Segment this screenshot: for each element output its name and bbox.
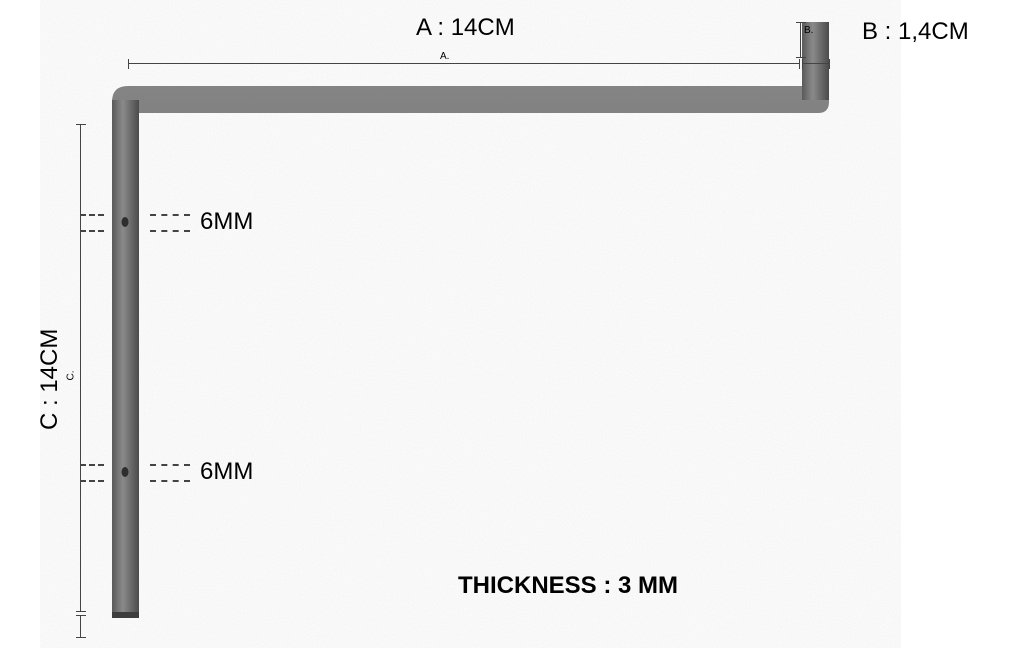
label-hole2: 6MM [200, 458, 253, 486]
label-b: B : 1,4CM [862, 18, 969, 46]
dimension-line-b-height [800, 22, 801, 58]
dimension-line-b [802, 63, 830, 64]
hole2-dash-left-bot [80, 480, 104, 482]
label-a: A : 14CM [416, 14, 515, 42]
hole2-dash-left-top [80, 464, 104, 466]
hole1-dash-right-top [150, 214, 190, 216]
bracket-body [112, 22, 829, 612]
mounting-hole-top [122, 217, 129, 227]
dimension-line-c [80, 124, 81, 612]
hole1-dash-left-top [80, 214, 104, 216]
hole1-dash-left-bot [80, 230, 104, 232]
hole2-dash-right-bot [150, 480, 190, 482]
dimension-marker-b: B. [804, 25, 813, 36]
hole1-dash-right-bot [150, 230, 190, 232]
label-c: C : 14CM [36, 329, 64, 430]
dimension-line-a [128, 63, 800, 64]
hole2-dash-right-top [150, 464, 190, 466]
mounting-hole-bottom [122, 467, 129, 477]
dimension-line-c-thickness [80, 615, 81, 638]
bracket-shape [0, 0, 1020, 648]
label-hole1: 6MM [200, 208, 253, 236]
dimension-marker-c: C. [66, 371, 77, 381]
label-thickness: THICKNESS : 3 MM [458, 572, 678, 600]
dimension-marker-a: A. [440, 51, 449, 62]
